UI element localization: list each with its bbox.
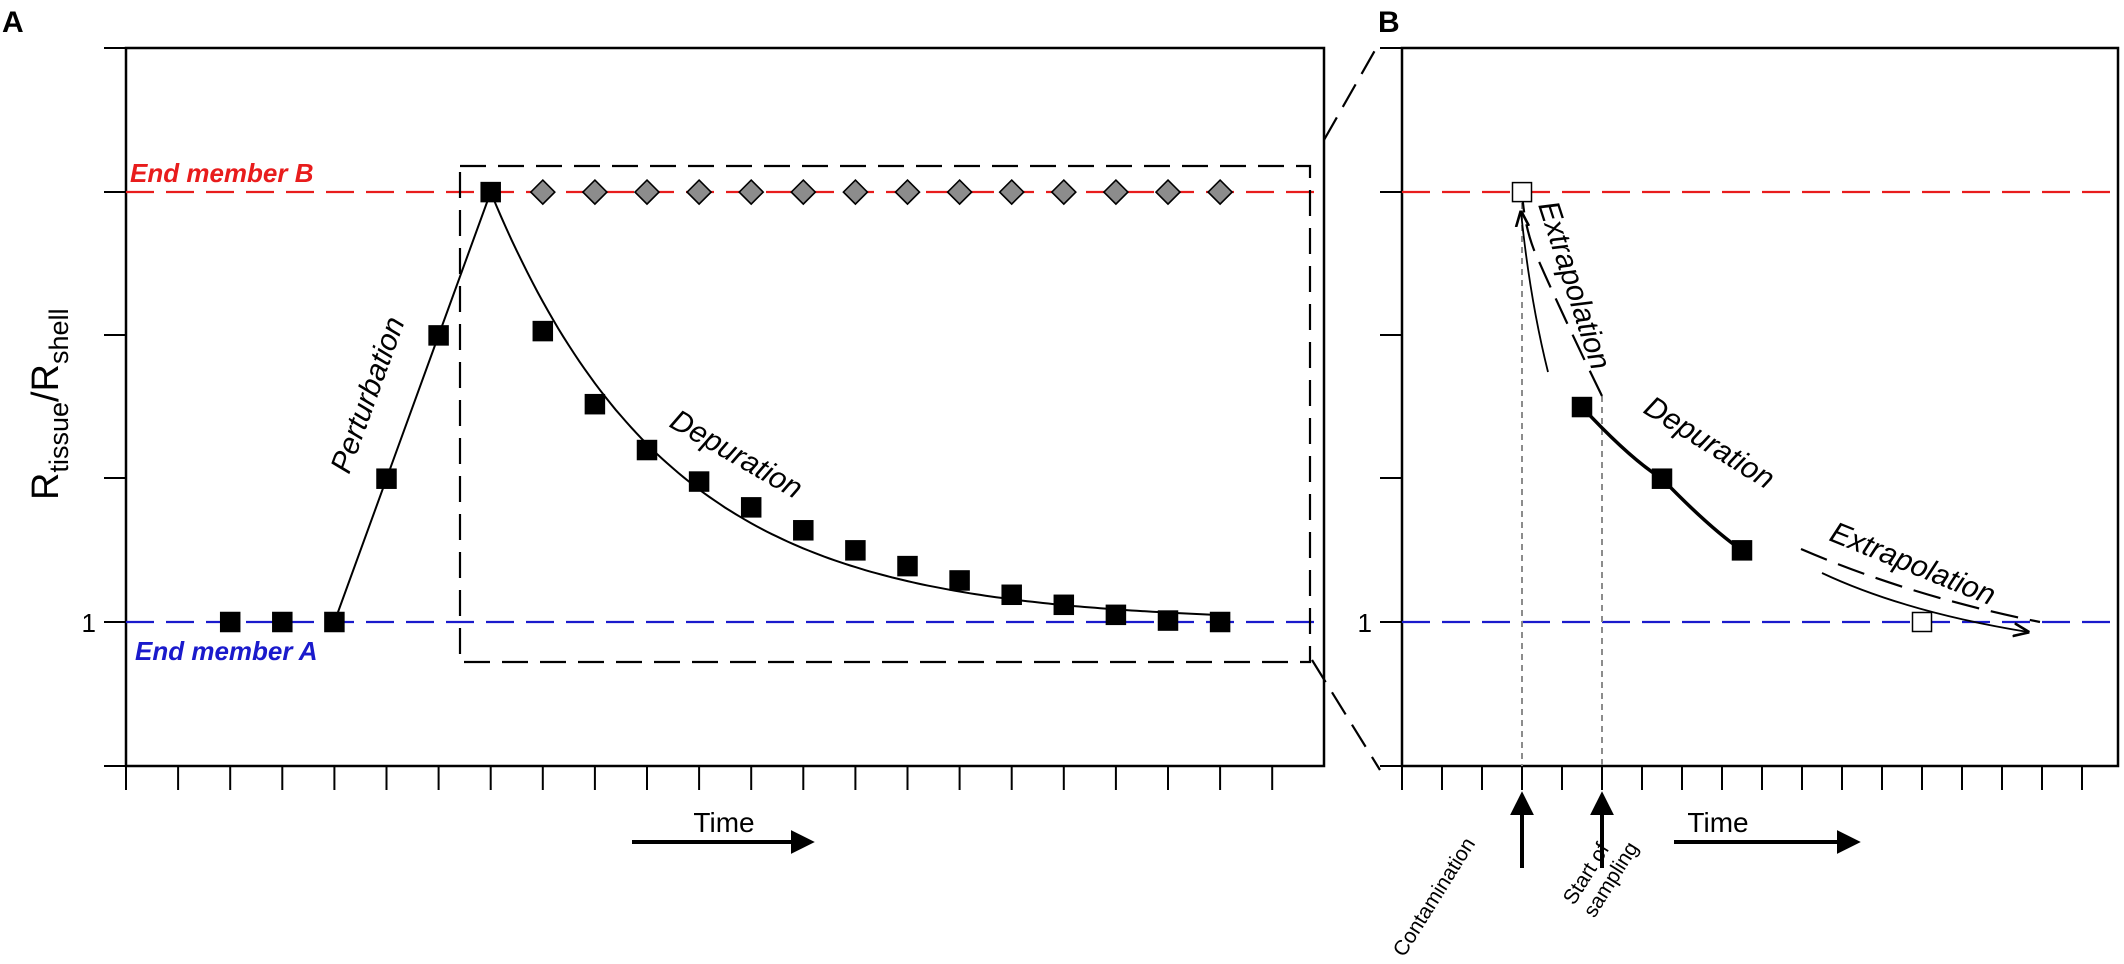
extrapolation-dashed-back [1520,191,1603,397]
diamond-point-0 [529,178,556,206]
diamond-point-1 [581,178,609,206]
panel-a-markers [219,178,1234,633]
zoom-box [458,164,1312,664]
perturbation-point-2 [324,611,345,633]
panel-b-x-ticks [1401,766,2083,790]
perturbation-point-5 [480,181,501,203]
panel-a-frame [124,46,1326,768]
panel-b-frame [1400,46,2120,768]
diamond-point-3 [685,178,713,206]
panel-b: B 1 Extrapolation Depuration Extrapolati… [1358,6,2120,961]
depuration-point-13 [1157,610,1179,631]
panel-a-y-axis-title: Rtissue/Rshell [25,308,74,500]
diamond-point-10 [1050,178,1077,206]
ylabel-sub-tissue: tissue [44,402,74,473]
perturbation-point-1 [272,611,293,633]
end-member-a-label: End member A [135,636,318,666]
zoom-connector-bottom [1311,659,1381,771]
panel-b-y-ticks [1380,47,1402,767]
perturbation-line [333,191,492,623]
diamond-point-5 [790,178,817,206]
depuration-point-10 [1001,584,1022,606]
perturbation-point-0 [219,611,241,633]
panel-b-markers [1511,181,1933,633]
panel-b-ytick-1: 1 [1358,608,1372,638]
depuration-curve [489,191,1221,616]
depuration-point-14 [1209,611,1231,633]
sample-point-2 [1731,540,1753,561]
depuration-point-1 [532,320,554,342]
perturbation-label: Perturbation [325,313,412,478]
panel-a-letter: A [2,6,24,39]
depuration-point-11 [1053,594,1075,616]
diamond-point-11 [1102,178,1130,206]
perturbation-point-3 [376,468,397,489]
panel-a-y-ticks [104,47,126,767]
panel-b-letter: B [1378,6,1400,39]
diamond-point-4 [738,178,765,206]
diamond-point-9 [998,178,1025,206]
extrapolation-label-forward: Extrapolation [1825,516,2000,612]
sample-point-1 [1651,468,1673,489]
diamond-point-13 [1206,178,1234,206]
depuration-point-4 [688,471,710,492]
panel-a-time-label: Time [693,807,754,838]
diamond-point-7 [894,178,921,206]
panel-b-time-label: Time [1687,807,1748,838]
depuration-point-7 [845,540,866,561]
perturbation-point-4 [428,325,449,346]
zoom-connector-top [1323,44,1379,141]
depuration-point-9 [949,570,970,591]
extrapolation-dashed-forward [1800,547,2041,624]
extrapolated-end-point [1911,611,1933,633]
ylabel-separator: /R [25,364,67,402]
ylabel-main: R [25,473,67,500]
extrapolation-arrow-back [1521,212,1549,373]
panel-a-ytick-1: 1 [82,608,96,638]
extrapolated-start-point [1511,181,1533,203]
panel-a: A 1 Rtissue/Rshell End member B End memb… [2,6,1326,854]
depuration-point-8 [897,555,918,577]
diamond-point-2 [633,178,661,206]
diamond-point-8 [946,178,973,206]
end-member-b-label: End member B [130,158,314,188]
panel-a-x-ticks [125,766,1274,790]
extrapolation-label-back: Extrapolation [1531,197,1616,374]
depuration-point-6 [793,520,814,541]
sample-point-0 [1571,396,1593,418]
depuration-point-12 [1105,604,1127,626]
extrapolation-arrow-forward [1821,572,2028,632]
depuration-point-5 [740,497,762,518]
depuration-point-2 [584,393,606,415]
depuration-label-a: Depuration [665,403,809,505]
ylabel-sub-shell: shell [44,308,74,364]
diamond-point-6 [842,178,869,206]
diamond-point-12 [1154,178,1182,206]
depuration-point-3 [636,439,658,461]
contamination-label: Contamination [1389,834,1480,961]
